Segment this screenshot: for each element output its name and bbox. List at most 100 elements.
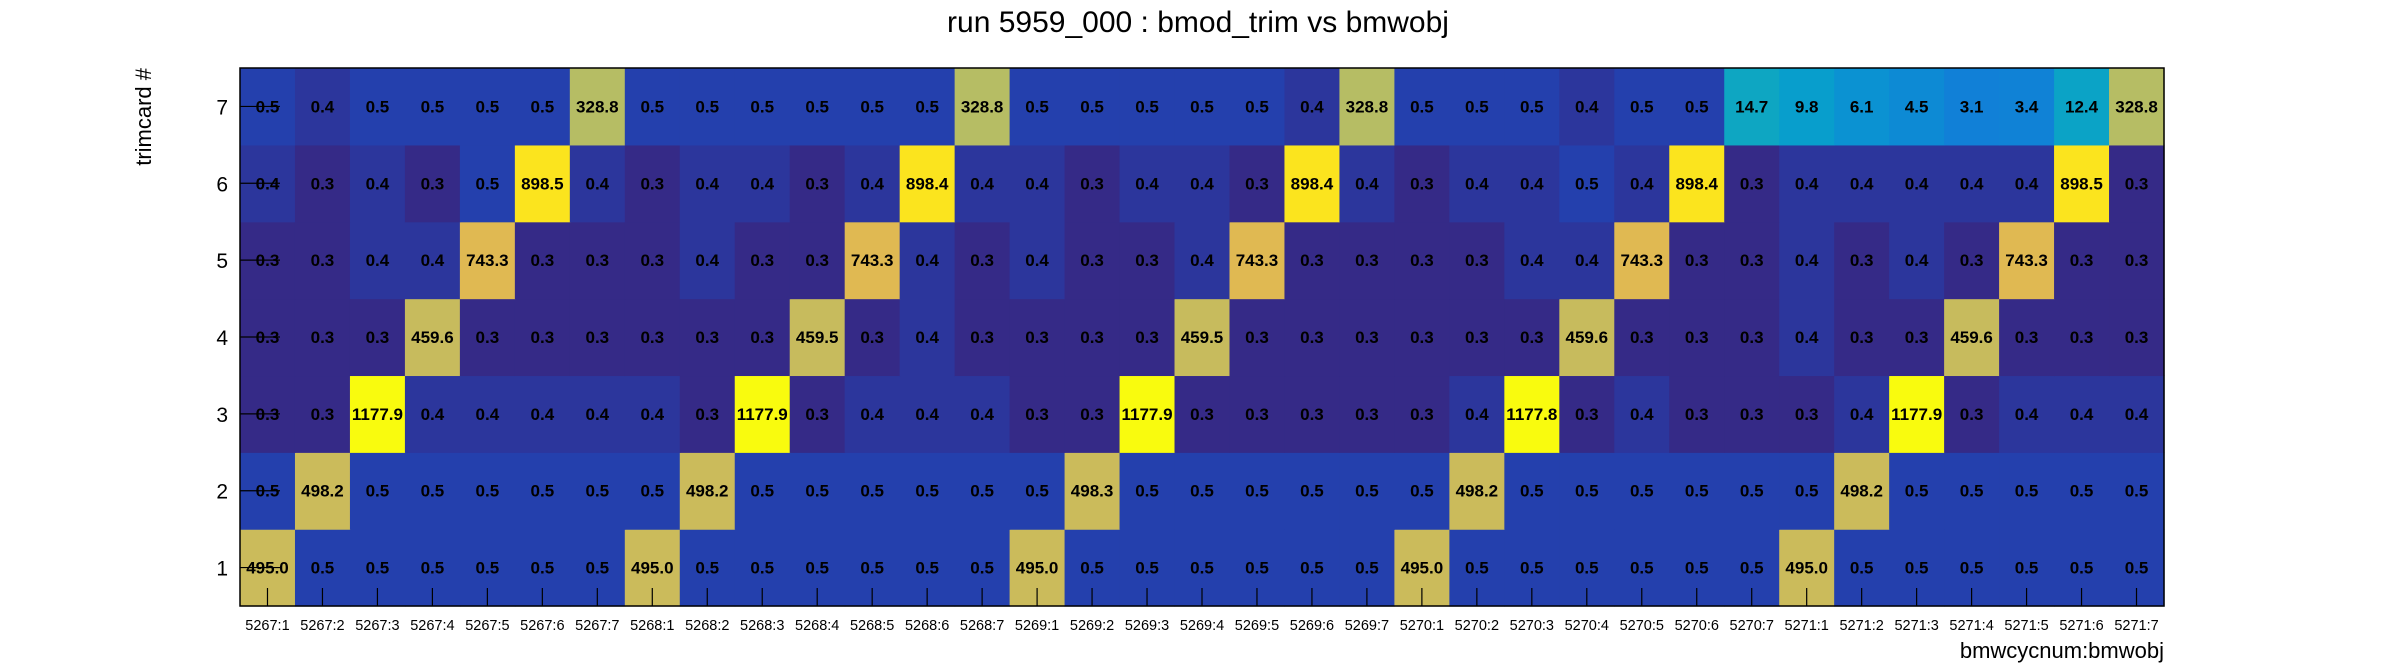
heatmap-cell (514, 452, 571, 530)
heatmap-cell (1504, 68, 1560, 146)
heatmap-cell (349, 221, 406, 300)
heatmap-cell (624, 144, 681, 223)
cell-value-label: 0.4 (1465, 405, 1489, 424)
heatmap-cell (1559, 68, 1615, 146)
heatmap-cell (954, 375, 1011, 453)
x-tick-label: 5271:4 (1949, 618, 1993, 634)
heatmap-cell (294, 452, 351, 530)
cell-value-label: 0.4 (1795, 174, 1819, 193)
heatmap-cell (734, 298, 791, 377)
heatmap-cell (1174, 221, 1231, 300)
cell-value-label: 498.2 (301, 482, 344, 501)
heatmap-cell (1724, 298, 1780, 377)
heatmap-cell (1614, 144, 1670, 223)
cell-value-label: 0.5 (1135, 482, 1159, 501)
cell-value-label: 0.3 (970, 328, 994, 347)
heatmap-cell (1944, 68, 2000, 146)
cell-value-label: 495.0 (631, 559, 674, 578)
heatmap-cell (1229, 452, 1286, 530)
cell-value-label: 0.5 (1355, 482, 1379, 501)
cell-value-label: 3.4 (2015, 97, 2039, 116)
heatmap-cell (1889, 452, 1945, 530)
heatmap-cell (1779, 221, 1835, 300)
heatmap-cell (1229, 144, 1286, 223)
cell-value-label: 0.3 (805, 251, 829, 270)
heatmap-cell (514, 68, 571, 146)
heatmap-cell (1284, 144, 1341, 223)
cell-value-label: 0.5 (1850, 559, 1874, 578)
heatmap-cell (514, 375, 571, 453)
heatmap-cell (789, 298, 846, 377)
cell-value-label: 9.8 (1795, 97, 1819, 116)
heatmap-cell (459, 68, 516, 146)
cell-value-label: 0.3 (1245, 174, 1269, 193)
cell-value-label: 0.5 (1245, 559, 1269, 578)
heatmap-cell (734, 144, 791, 223)
heatmap-cell (1999, 221, 2055, 300)
heatmap-cell (624, 452, 681, 530)
heatmap-cell (1614, 375, 1670, 453)
cell-value-label: 0.5 (750, 97, 774, 116)
heatmap-cell (789, 144, 846, 223)
heatmap-cell (1559, 144, 1615, 223)
heatmap-cell (1834, 452, 1890, 530)
cell-value-label: 898.5 (2060, 174, 2103, 193)
heatmap-cell (1394, 68, 1450, 146)
x-tick-label: 5271:5 (2004, 618, 2048, 634)
cell-value-label: 0.3 (2125, 174, 2149, 193)
heatmap-cell (1669, 68, 1725, 146)
x-tick-label: 5271:6 (2059, 618, 2103, 634)
cell-value-label: 0.3 (1465, 251, 1489, 270)
cell-value-label: 0.5 (585, 559, 609, 578)
heatmap-cell (459, 298, 516, 377)
heatmap-cell (1834, 375, 1890, 453)
cell-value-label: 0.3 (1355, 251, 1379, 270)
cell-value-label: 0.4 (1025, 251, 1049, 270)
cell-value-label: 0.3 (1135, 251, 1159, 270)
heatmap-cell (679, 221, 736, 300)
cell-value-label: 0.5 (2015, 482, 2039, 501)
x-tick-label: 5268:3 (740, 618, 784, 634)
heatmap-cell (1999, 452, 2055, 530)
heatmap-cell (844, 298, 901, 377)
cell-value-label: 0.4 (1850, 174, 1874, 193)
cell-value-label: 0.4 (421, 405, 445, 424)
heatmap-cell (1064, 221, 1121, 300)
cell-value-label: 1177.9 (352, 405, 403, 424)
cell-value-label: 0.3 (2015, 328, 2039, 347)
cell-value-label: 0.5 (1960, 482, 1984, 501)
cell-value-label: 0.5 (1630, 97, 1654, 116)
heatmap-cell (459, 144, 516, 223)
heatmap-cell (349, 144, 406, 223)
heatmap-cell (1284, 452, 1341, 530)
heatmap-cell (1669, 144, 1725, 223)
cell-value-label: 898.5 (521, 174, 564, 193)
heatmap-cell (1009, 375, 1066, 453)
cell-value-label: 0.3 (421, 174, 445, 193)
cell-value-label: 0.3 (1905, 328, 1929, 347)
cell-value-label: 0.3 (640, 251, 664, 270)
heatmap-cell (404, 375, 461, 453)
heatmap-cell (954, 452, 1011, 530)
heatmap-cell (1339, 221, 1395, 300)
x-tick-label: 5269:6 (1290, 618, 1334, 634)
cell-value-label: 0.4 (585, 405, 609, 424)
cell-value-label: 0.5 (915, 559, 939, 578)
heatmap-cell (569, 68, 626, 146)
cell-value-label: 0.5 (970, 482, 994, 501)
x-tick-label: 5271:1 (1785, 618, 1829, 634)
heatmap-cell (2109, 452, 2165, 530)
heatmap-cell (1339, 144, 1395, 223)
cell-value-label: 0.5 (1025, 482, 1049, 501)
x-tick-label: 5271:3 (1894, 618, 1938, 634)
cell-value-label: 0.4 (1190, 251, 1214, 270)
heatmap-cell (1504, 298, 1560, 377)
cell-value-label: 0.3 (2125, 251, 2149, 270)
heatmap-cell (789, 221, 846, 300)
cell-value-label: 0.5 (1410, 482, 1434, 501)
heatmap-cell (1229, 375, 1286, 453)
cell-value-label: 0.4 (421, 251, 445, 270)
cell-value-label: 0.5 (421, 97, 445, 116)
cell-value-label: 0.4 (1190, 174, 1214, 193)
cell-value-label: 498.2 (686, 482, 729, 501)
